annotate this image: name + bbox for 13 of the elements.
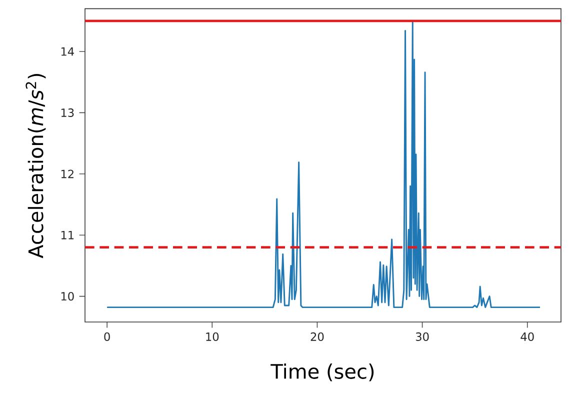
- line-series: [106, 21, 541, 308]
- x-tick-label: 20: [310, 332, 324, 341]
- y-tick-label: 10: [61, 292, 74, 301]
- y-tick-label: 11: [61, 230, 74, 240]
- x-tick-label: 30: [416, 332, 429, 341]
- x-axis-title: Time (sec): [270, 363, 374, 382]
- y-axis-title: Acceleration(m/s$^{2}$): [26, 74, 46, 258]
- x-tick-label: 10: [206, 332, 219, 341]
- y-tick-label: 12: [61, 170, 74, 178]
- y-tick-label: 13: [61, 108, 74, 117]
- x-tick-label: 0: [104, 332, 110, 341]
- x-tick-label: 40: [520, 332, 534, 341]
- y-tick-label: 14: [61, 47, 74, 56]
